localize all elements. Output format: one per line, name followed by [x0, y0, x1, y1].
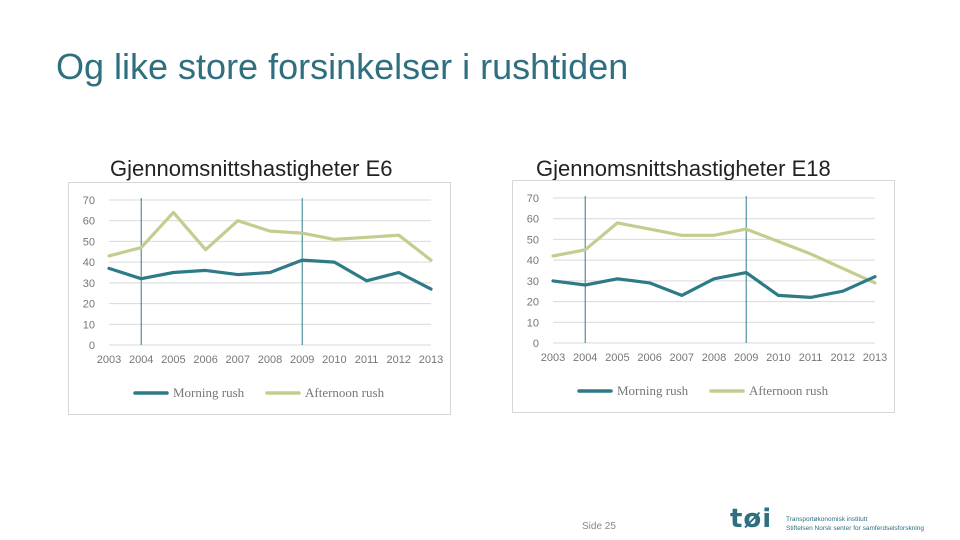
e18-y-tick-70: 70	[527, 193, 539, 205]
e18-x-tick-2009: 2009	[734, 352, 758, 364]
e6-y-tick-50: 50	[83, 236, 95, 248]
e18-legend-label-afternoon-rush: Afternoon rush	[749, 383, 829, 398]
toi-logo-line-1: Transportøkonomisk institutt	[786, 516, 868, 523]
e6-x-tick-2006: 2006	[193, 354, 217, 366]
e6-series-line-afternoon-rush	[107, 210, 433, 262]
e18-x-tick-2008: 2008	[702, 352, 726, 364]
e18-y-tick-10: 10	[527, 317, 539, 329]
e18-x-tick-2007: 2007	[670, 352, 694, 364]
e18-legend-label-morning-rush: Morning rush	[617, 383, 689, 398]
e18-x-tick-2004: 2004	[573, 352, 597, 364]
e6-y-tick-10: 10	[83, 319, 95, 331]
slide-title: Og like store forsinkelser i rushtiden	[56, 46, 629, 87]
e18-y-tick-50: 50	[527, 234, 539, 246]
e18-series-line-afternoon-rush	[551, 221, 877, 285]
e18-y-tick-30: 30	[527, 276, 539, 288]
toi-logo-line-2: Stiftelsen Norsk senter for samferdselsf…	[786, 525, 924, 532]
e6-series-line-morning-rush	[107, 258, 433, 291]
e6-y-tick-30: 30	[83, 278, 95, 290]
e6-y-tick-20: 20	[83, 299, 95, 311]
e18-x-tick-2005: 2005	[605, 352, 629, 364]
e18-x-tick-2006: 2006	[637, 352, 661, 364]
chart-title-e18: Gjennomsnittshastigheter E18	[536, 156, 831, 181]
e6-y-tick-60: 60	[83, 216, 95, 228]
e6-x-tick-2013: 2013	[419, 354, 443, 366]
e6-x-tick-2010: 2010	[322, 354, 346, 366]
chart-frame-e6: 0 10 20 30 40 50 60 70 2003 2004 2005 2006 2007 2008 2…	[68, 182, 451, 415]
e6-x-tick-2011: 2011	[355, 354, 379, 366]
e18-series-line-morning-rush	[551, 270, 877, 300]
e6-x-tick-2012: 2012	[387, 354, 411, 366]
e6-x-tick-2009: 2009	[290, 354, 314, 366]
e6-x-tick-2003: 2003	[97, 354, 121, 366]
e18-x-tick-2011: 2011	[799, 352, 823, 364]
chart-frame-e18: 0 10 20 30 40 50 60 70 2003 2004 2005 2006 2007 2008 2…	[512, 180, 895, 413]
e6-y-tick-70: 70	[83, 195, 95, 207]
chart-e18: 0 10 20 30 40 50 60 70 2003 2004 2005 2006 2007 2008 2…	[527, 193, 887, 398]
page-number: Side 25	[582, 521, 616, 532]
e18-x-tick-2010: 2010	[766, 352, 790, 364]
e18-y-tick-20: 20	[527, 297, 539, 309]
e18-x-tick-2013: 2013	[863, 352, 887, 364]
e6-x-tick-2004: 2004	[129, 354, 153, 366]
e18-y-tick-0: 0	[533, 338, 539, 350]
e6-legend-label-afternoon-rush: Afternoon rush	[305, 385, 385, 400]
e6-y-tick-0: 0	[89, 340, 95, 352]
e6-y-tick-40: 40	[83, 257, 95, 269]
toi-logo: tøi Transportøkonomisk institutt Stiftel…	[730, 504, 950, 536]
e6-legend-label-morning-rush: Morning rush	[173, 385, 245, 400]
e18-x-tick-2003: 2003	[541, 352, 565, 364]
chart-title-e6: Gjennomsnittshastigheter E6	[110, 156, 393, 181]
e6-x-tick-2008: 2008	[258, 354, 282, 366]
e18-x-tick-2012: 2012	[831, 352, 855, 364]
toi-logo-mark: tøi	[730, 504, 773, 534]
e18-y-tick-60: 60	[527, 214, 539, 226]
e6-x-tick-2005: 2005	[161, 354, 185, 366]
e18-y-tick-40: 40	[527, 255, 539, 267]
e6-x-tick-2007: 2007	[226, 354, 250, 366]
chart-e6: 0 10 20 30 40 50 60 70 2003 2004 2005 2006 2007 2008 2…	[83, 195, 443, 400]
